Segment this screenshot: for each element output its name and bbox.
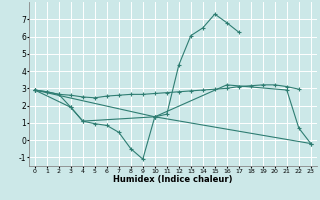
X-axis label: Humidex (Indice chaleur): Humidex (Indice chaleur) [113,175,233,184]
